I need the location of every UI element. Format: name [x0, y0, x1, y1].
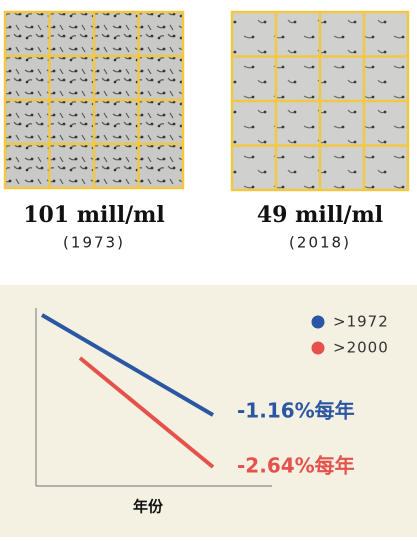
legend-label: >2000	[333, 339, 389, 357]
trend-series: >1972 -1.16%每年 >2000 -2.64%每年	[40, 313, 389, 478]
sample-grid-1973	[3, 10, 185, 190]
trend-line	[40, 313, 215, 417]
x-axis-label: 年份	[133, 498, 164, 516]
trend-annotation: -1.16%每年	[237, 399, 355, 423]
legend-dot	[311, 315, 325, 329]
sample-year: (1973)	[63, 234, 125, 252]
sample-grid-2018	[230, 10, 410, 192]
sperm-count: 49 mill/ml	[257, 202, 383, 228]
trend-line	[78, 356, 215, 469]
sperm-count: 101 mill/ml	[23, 202, 165, 228]
sample-year: (2018)	[289, 234, 351, 252]
legend-label: >1972	[333, 313, 389, 331]
legend-dot	[311, 341, 325, 355]
trend-annotation: -2.64%每年	[237, 454, 355, 478]
